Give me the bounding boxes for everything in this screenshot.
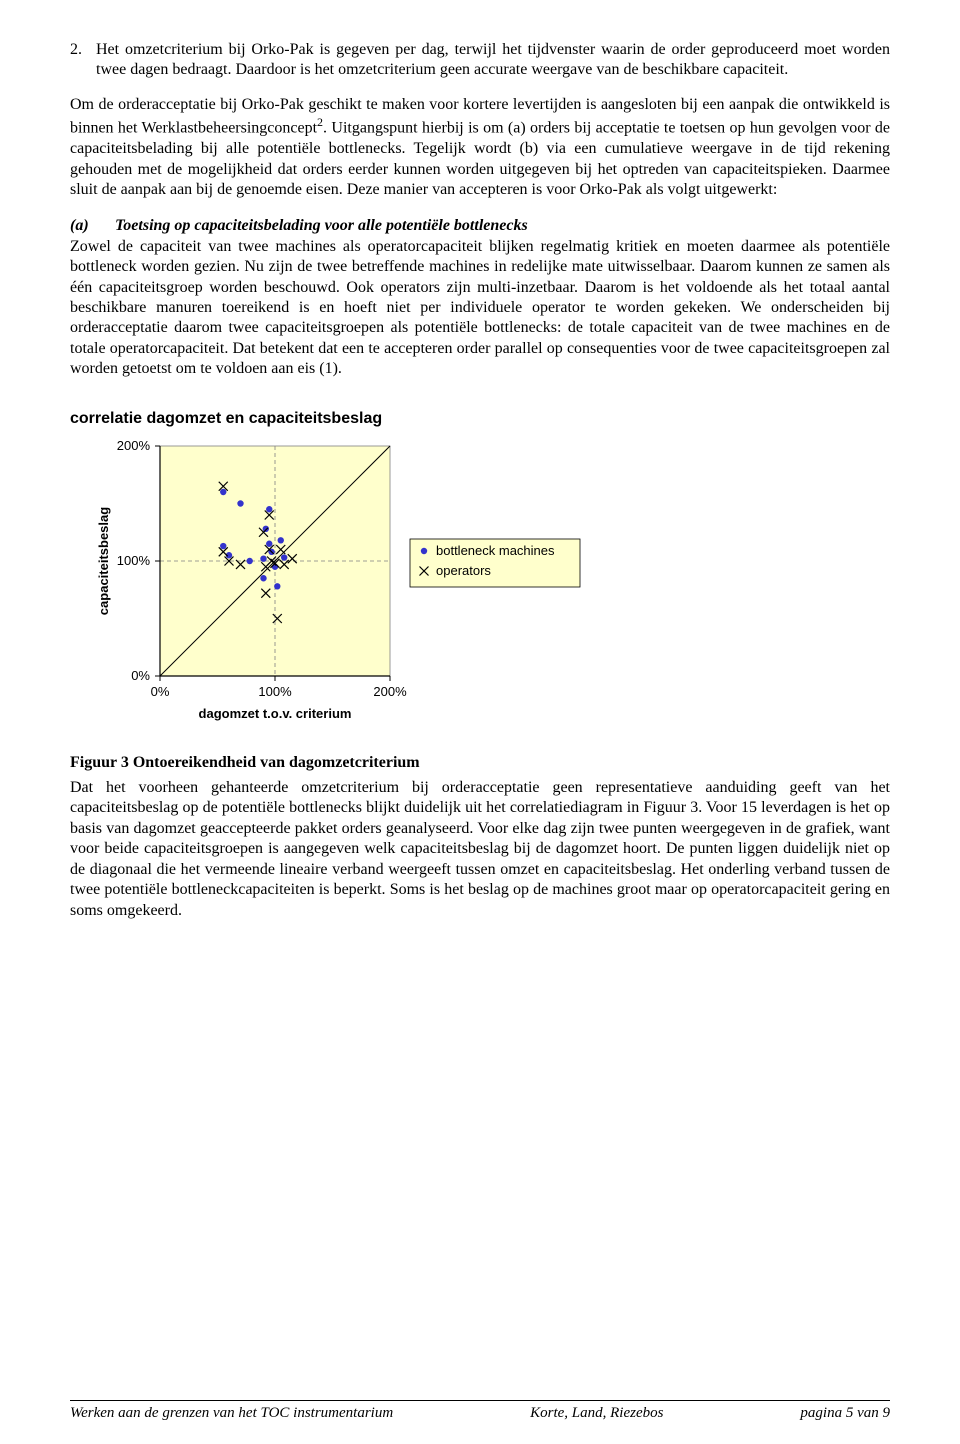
paragraph: Dat het voorheen gehanteerde omzetcriter… xyxy=(70,778,890,921)
svg-text:200%: 200% xyxy=(373,684,407,699)
svg-text:200%: 200% xyxy=(117,438,151,453)
figure-caption: Figuur 3 Ontoereikendheid van dagomzetcr… xyxy=(70,754,890,772)
footer-right: pagina 5 van 9 xyxy=(800,1405,890,1422)
svg-text:0%: 0% xyxy=(131,668,150,683)
page-footer: Werken aan de grenzen van het TOC instru… xyxy=(70,1400,890,1422)
list-number: 2. xyxy=(70,40,96,81)
svg-text:capaciteitsbeslag: capaciteitsbeslag xyxy=(96,507,111,615)
footer-center: Korte, Land, Riezebos xyxy=(530,1405,663,1422)
svg-text:bottleneck machines: bottleneck machines xyxy=(436,543,555,558)
numbered-list-item: 2. Het omzetcriterium bij Orko-Pak is ge… xyxy=(70,40,890,81)
paragraph: Om de orderacceptatie bij Orko-Pak gesch… xyxy=(70,95,890,201)
section-heading-a: (a) Toetsing op capaciteitsbelading voor… xyxy=(70,217,890,235)
svg-text:0%: 0% xyxy=(151,684,170,699)
svg-text:dagomzet t.o.v. criterium: dagomzet t.o.v. criterium xyxy=(199,706,352,721)
scatter-chart: 0% 100% 200% 0% 100% 200% dagomzet t.o.v. crit… xyxy=(80,434,890,734)
paragraph: Zowel de capaciteit van twee machines al… xyxy=(70,237,890,380)
svg-text:100%: 100% xyxy=(117,553,151,568)
svg-text:operators: operators xyxy=(436,563,491,578)
section-label: (a) xyxy=(70,217,115,235)
section-title: Toetsing op capaciteitsbelading voor all… xyxy=(115,217,528,235)
chart-svg: 0% 100% 200% 0% 100% 200% dagomzet t.o.v. crit… xyxy=(80,434,600,734)
svg-text:100%: 100% xyxy=(258,684,292,699)
footer-left: Werken aan de grenzen van het TOC instru… xyxy=(70,1405,393,1422)
chart-title: correlatie dagomzet en capaciteitsbeslag xyxy=(70,410,890,428)
list-text: Het omzetcriterium bij Orko-Pak is gegev… xyxy=(96,40,890,81)
